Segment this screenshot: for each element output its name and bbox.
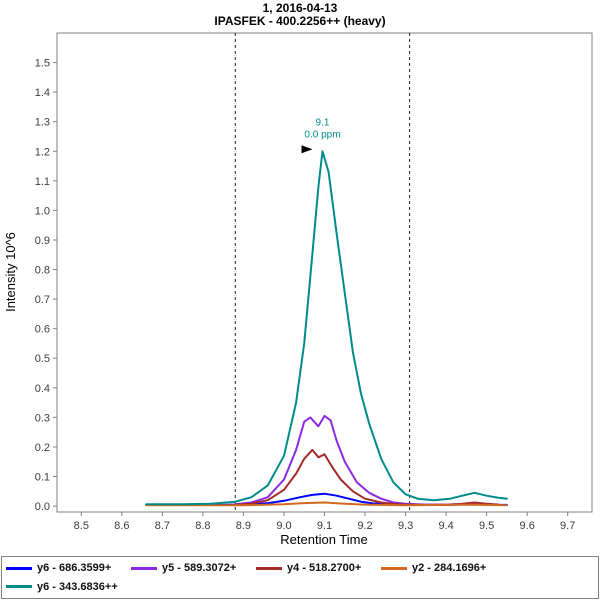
y-tick-label: 1.5	[35, 58, 50, 70]
x-tick-label: 9.2	[357, 520, 372, 532]
legend-entry: y2 - 284.1696+	[379, 562, 504, 574]
y-tick-label: 0.0	[35, 501, 50, 513]
plot-area[interactable]	[56, 32, 593, 513]
y-tick-label: 0.9	[35, 235, 50, 247]
x-tick-label: 9.6	[520, 520, 535, 532]
x-tick-label: 9.0	[276, 520, 291, 532]
chart-title: 1, 2016-04-13	[262, 1, 338, 15]
y-axis-title: Intensity 10^6	[3, 232, 18, 312]
legend-swatch-icon	[131, 566, 157, 570]
legend-label: y6 - 686.3599+	[37, 562, 112, 575]
y-tick-label: 0.5	[35, 353, 50, 365]
x-tick-label: 9.1	[317, 520, 332, 532]
legend-entry: y4 - 518.2700+	[254, 562, 379, 574]
x-axis-title: Retention Time	[280, 532, 367, 547]
y-tick-label: 0.1	[35, 472, 50, 484]
peak-arrow-icon	[301, 145, 313, 154]
x-tick-label: 9.5	[479, 520, 494, 532]
legend-row-1: y6 - 686.3599+ y5 - 589.3072+ y4 - 518.270…	[4, 559, 596, 578]
y-tick-label: 0.2	[35, 442, 50, 454]
x-tick-label: 9.3	[398, 520, 413, 532]
legend: y6 - 686.3599+ y5 - 589.3072+ y4 - 518.270…	[1, 556, 599, 599]
series-line	[145, 501, 508, 507]
x-tick-label: 8.5	[74, 520, 89, 532]
legend-swatch-icon	[256, 566, 282, 570]
y-tick-label: 1.3	[35, 117, 50, 129]
y-tick-label: 0.7	[35, 294, 50, 306]
y-tick-label: 1.4	[35, 87, 50, 99]
legend-entry: y5 - 589.3072+	[129, 562, 254, 574]
legend-entry: y6 - 686.3599+	[4, 562, 129, 574]
x-tick-label: 8.7	[155, 520, 170, 532]
x-tick-label: 9.7	[560, 520, 575, 532]
chart-subtitle: IPASFEK - 400.2256++ (heavy)	[214, 14, 386, 28]
legend-swatch-icon	[381, 566, 407, 570]
chart-titles: 1, 2016-04-13 IPASFEK - 400.2256++ (heav…	[0, 2, 600, 28]
peak-ppm-label: 0.0 ppm	[304, 129, 340, 140]
y-tick-label: 1.1	[35, 176, 50, 188]
y-tick-label: 0.6	[35, 324, 50, 336]
series-line	[145, 150, 508, 506]
x-tick-label: 9.4	[438, 520, 453, 532]
y-tick-label: 0.8	[35, 265, 50, 277]
y-tick-label: 0.3	[35, 412, 50, 424]
x-tick-label: 8.8	[195, 520, 210, 532]
plot-dynamic: 8.5 8.6 8.7 8.8 8.9 9.0 9.1 9.2 9.3 9.4 9.5 9.6 9.7 0…	[35, 32, 593, 532]
legend-entry: y6 - 343.6836++	[4, 581, 129, 593]
x-tick-label: 8.6	[114, 520, 129, 532]
x-tick-label: 8.9	[236, 520, 251, 532]
legend-label: y5 - 589.3072+	[162, 562, 237, 575]
legend-row-2: y6 - 343.6836++	[4, 578, 596, 597]
chromatogram-plot[interactable]: 8.5 8.6 8.7 8.8 8.9 9.0 9.1 9.2 9.3 9.4 9.5 9.6 9.7 0…	[0, 0, 600, 556]
legend-label: y4 - 518.2700+	[287, 562, 362, 575]
y-tick-label: 1.2	[35, 146, 50, 158]
peak-rt-label: 9.1	[316, 117, 330, 128]
legend-swatch-icon	[6, 585, 32, 589]
legend-label: y6 - 343.6836++	[37, 580, 118, 593]
y-tick-label: 1.0	[35, 205, 50, 217]
legend-label: y2 - 284.1696+	[412, 562, 487, 575]
y-tick-label: 0.4	[35, 383, 50, 395]
legend-swatch-icon	[6, 566, 32, 570]
